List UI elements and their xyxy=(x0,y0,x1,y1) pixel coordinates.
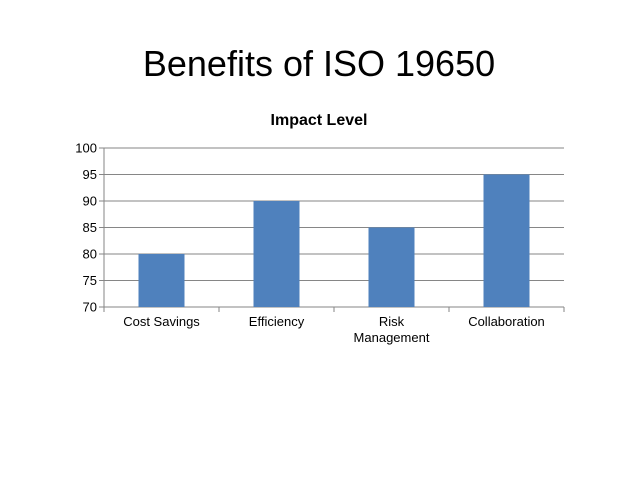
x-category-label-line: Efficiency xyxy=(249,314,305,329)
bar-cost-savings xyxy=(138,254,185,307)
x-category-label: Risk Management xyxy=(354,314,430,345)
x-category-label-line: Risk xyxy=(379,314,405,329)
x-category-label-line: Cost Savings xyxy=(123,314,200,329)
x-category-label-line: Collaboration xyxy=(468,314,545,329)
y-tick-label: 100 xyxy=(75,141,97,156)
slide-title: Benefits of ISO 19650 xyxy=(142,43,496,84)
bar-efficiency xyxy=(253,201,300,307)
y-tick-label: 95 xyxy=(83,167,97,182)
y-tick-label: 85 xyxy=(83,220,97,235)
y-tick-label: 75 xyxy=(83,273,97,288)
x-category-label: Cost Savings xyxy=(123,314,200,329)
x-category-label: Collaboration xyxy=(468,314,545,329)
y-tick-label: 80 xyxy=(83,247,97,262)
bar-risk-management xyxy=(368,227,415,307)
bar-collaboration xyxy=(483,174,530,307)
x-category-labels: Cost Savings Efficiency Risk Management Coll… xyxy=(123,314,545,345)
y-tick-label: 90 xyxy=(83,194,97,209)
y-tick-labels: 70 75 80 85 90 95 100 xyxy=(75,141,97,315)
y-tick-label: 70 xyxy=(83,300,97,315)
chart-title: Impact Level xyxy=(271,112,368,129)
bars xyxy=(138,174,530,307)
x-category-label: Efficiency xyxy=(249,314,305,329)
x-category-label-line: Management xyxy=(354,330,430,345)
